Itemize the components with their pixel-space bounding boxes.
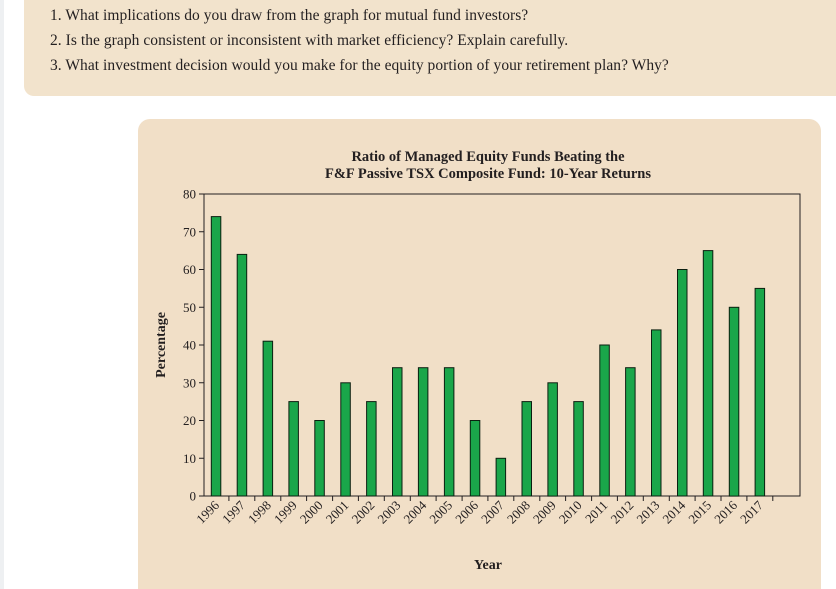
question-2: 2. Is the graph consistent or inconsiste… [50, 32, 569, 49]
y-tick-label: 70 [183, 224, 196, 239]
y-tick-label: 30 [183, 375, 196, 390]
bar-1998 [262, 340, 274, 497]
bar-2012 [625, 367, 636, 497]
x-tick-label: 2011 [582, 498, 611, 527]
bar-2011 [599, 344, 610, 497]
y-axis: 0 10 20 30 40 50 60 70 80 [183, 187, 204, 504]
x-axis-label: Year [474, 558, 502, 573]
x-axis: 1996199719981999200020012002200320042005… [193, 496, 774, 527]
questions-card: 1. What implications do you draw from th… [24, 0, 836, 96]
bar-2000 [314, 420, 325, 497]
x-tick-label: 2012 [608, 498, 637, 527]
question-1: 1. What implications do you draw from th… [50, 7, 529, 24]
x-tick-label: 2008 [504, 498, 533, 527]
x-tick-label: 1998 [245, 498, 274, 527]
question-3: 3. What investment decision would you ma… [50, 57, 669, 74]
chart-subtitle: F&F Passive TSX Composite Fund: 10-Year … [325, 166, 651, 182]
bar-chart: Ratio of Managed Equity Funds Beating th… [154, 149, 801, 573]
bar-2014 [677, 269, 688, 497]
x-tick-label: 2007 [478, 497, 507, 526]
bar-2009 [547, 382, 558, 497]
x-tick-label: 2014 [659, 497, 688, 526]
bar-2008 [521, 401, 532, 497]
bar-1996 [210, 216, 222, 497]
y-tick-label: 40 [183, 338, 196, 353]
bar-2010 [573, 401, 584, 497]
bar-2015 [702, 250, 714, 497]
x-tick-label: 1999 [271, 498, 300, 527]
x-tick-label: 2013 [633, 498, 662, 527]
y-tick-label: 80 [183, 187, 196, 202]
x-tick-label: 1997 [219, 497, 248, 526]
bars-group [210, 216, 766, 497]
y-tick-label: 20 [183, 413, 196, 428]
x-tick-label: 2009 [530, 498, 559, 527]
y-tick-label: 10 [183, 451, 196, 466]
x-tick-label: 2001 [323, 498, 352, 527]
bar-2006 [469, 420, 481, 497]
bar-1997 [236, 253, 248, 497]
x-tick-label: 2016 [711, 497, 740, 526]
x-tick-label: 1996 [193, 497, 222, 526]
x-tick-label: 2005 [426, 498, 455, 527]
x-tick-label: 2006 [452, 497, 481, 526]
x-tick-label: 2017 [737, 497, 766, 526]
left-edge-rule [0, 0, 4, 589]
x-tick-label: 2002 [349, 498, 378, 527]
y-tick-label: 50 [183, 300, 196, 315]
y-axis-label: Percentage [154, 312, 169, 378]
bar-2007 [495, 457, 507, 497]
bar-2005 [443, 367, 455, 497]
x-tick-label: 2000 [297, 498, 326, 527]
bar-2003 [392, 367, 403, 497]
bar-2013 [651, 329, 662, 497]
x-tick-label: 2004 [400, 497, 429, 526]
x-tick-label: 2015 [685, 498, 714, 527]
bar-2017 [754, 287, 766, 497]
bar-2016 [728, 306, 740, 497]
bar-2002 [366, 401, 377, 497]
x-tick-label: 2010 [556, 498, 585, 527]
y-tick-label: 60 [183, 262, 196, 277]
bar-2004 [417, 367, 429, 497]
chart-title: Ratio of Managed Equity Funds Beating th… [351, 149, 625, 165]
bar-1999 [288, 401, 299, 497]
figure-panel: Ratio of Managed Equity Funds Beating th… [138, 119, 821, 589]
y-tick-label: 0 [190, 489, 197, 504]
x-tick-label: 2003 [374, 498, 403, 527]
bar-2001 [340, 382, 351, 497]
